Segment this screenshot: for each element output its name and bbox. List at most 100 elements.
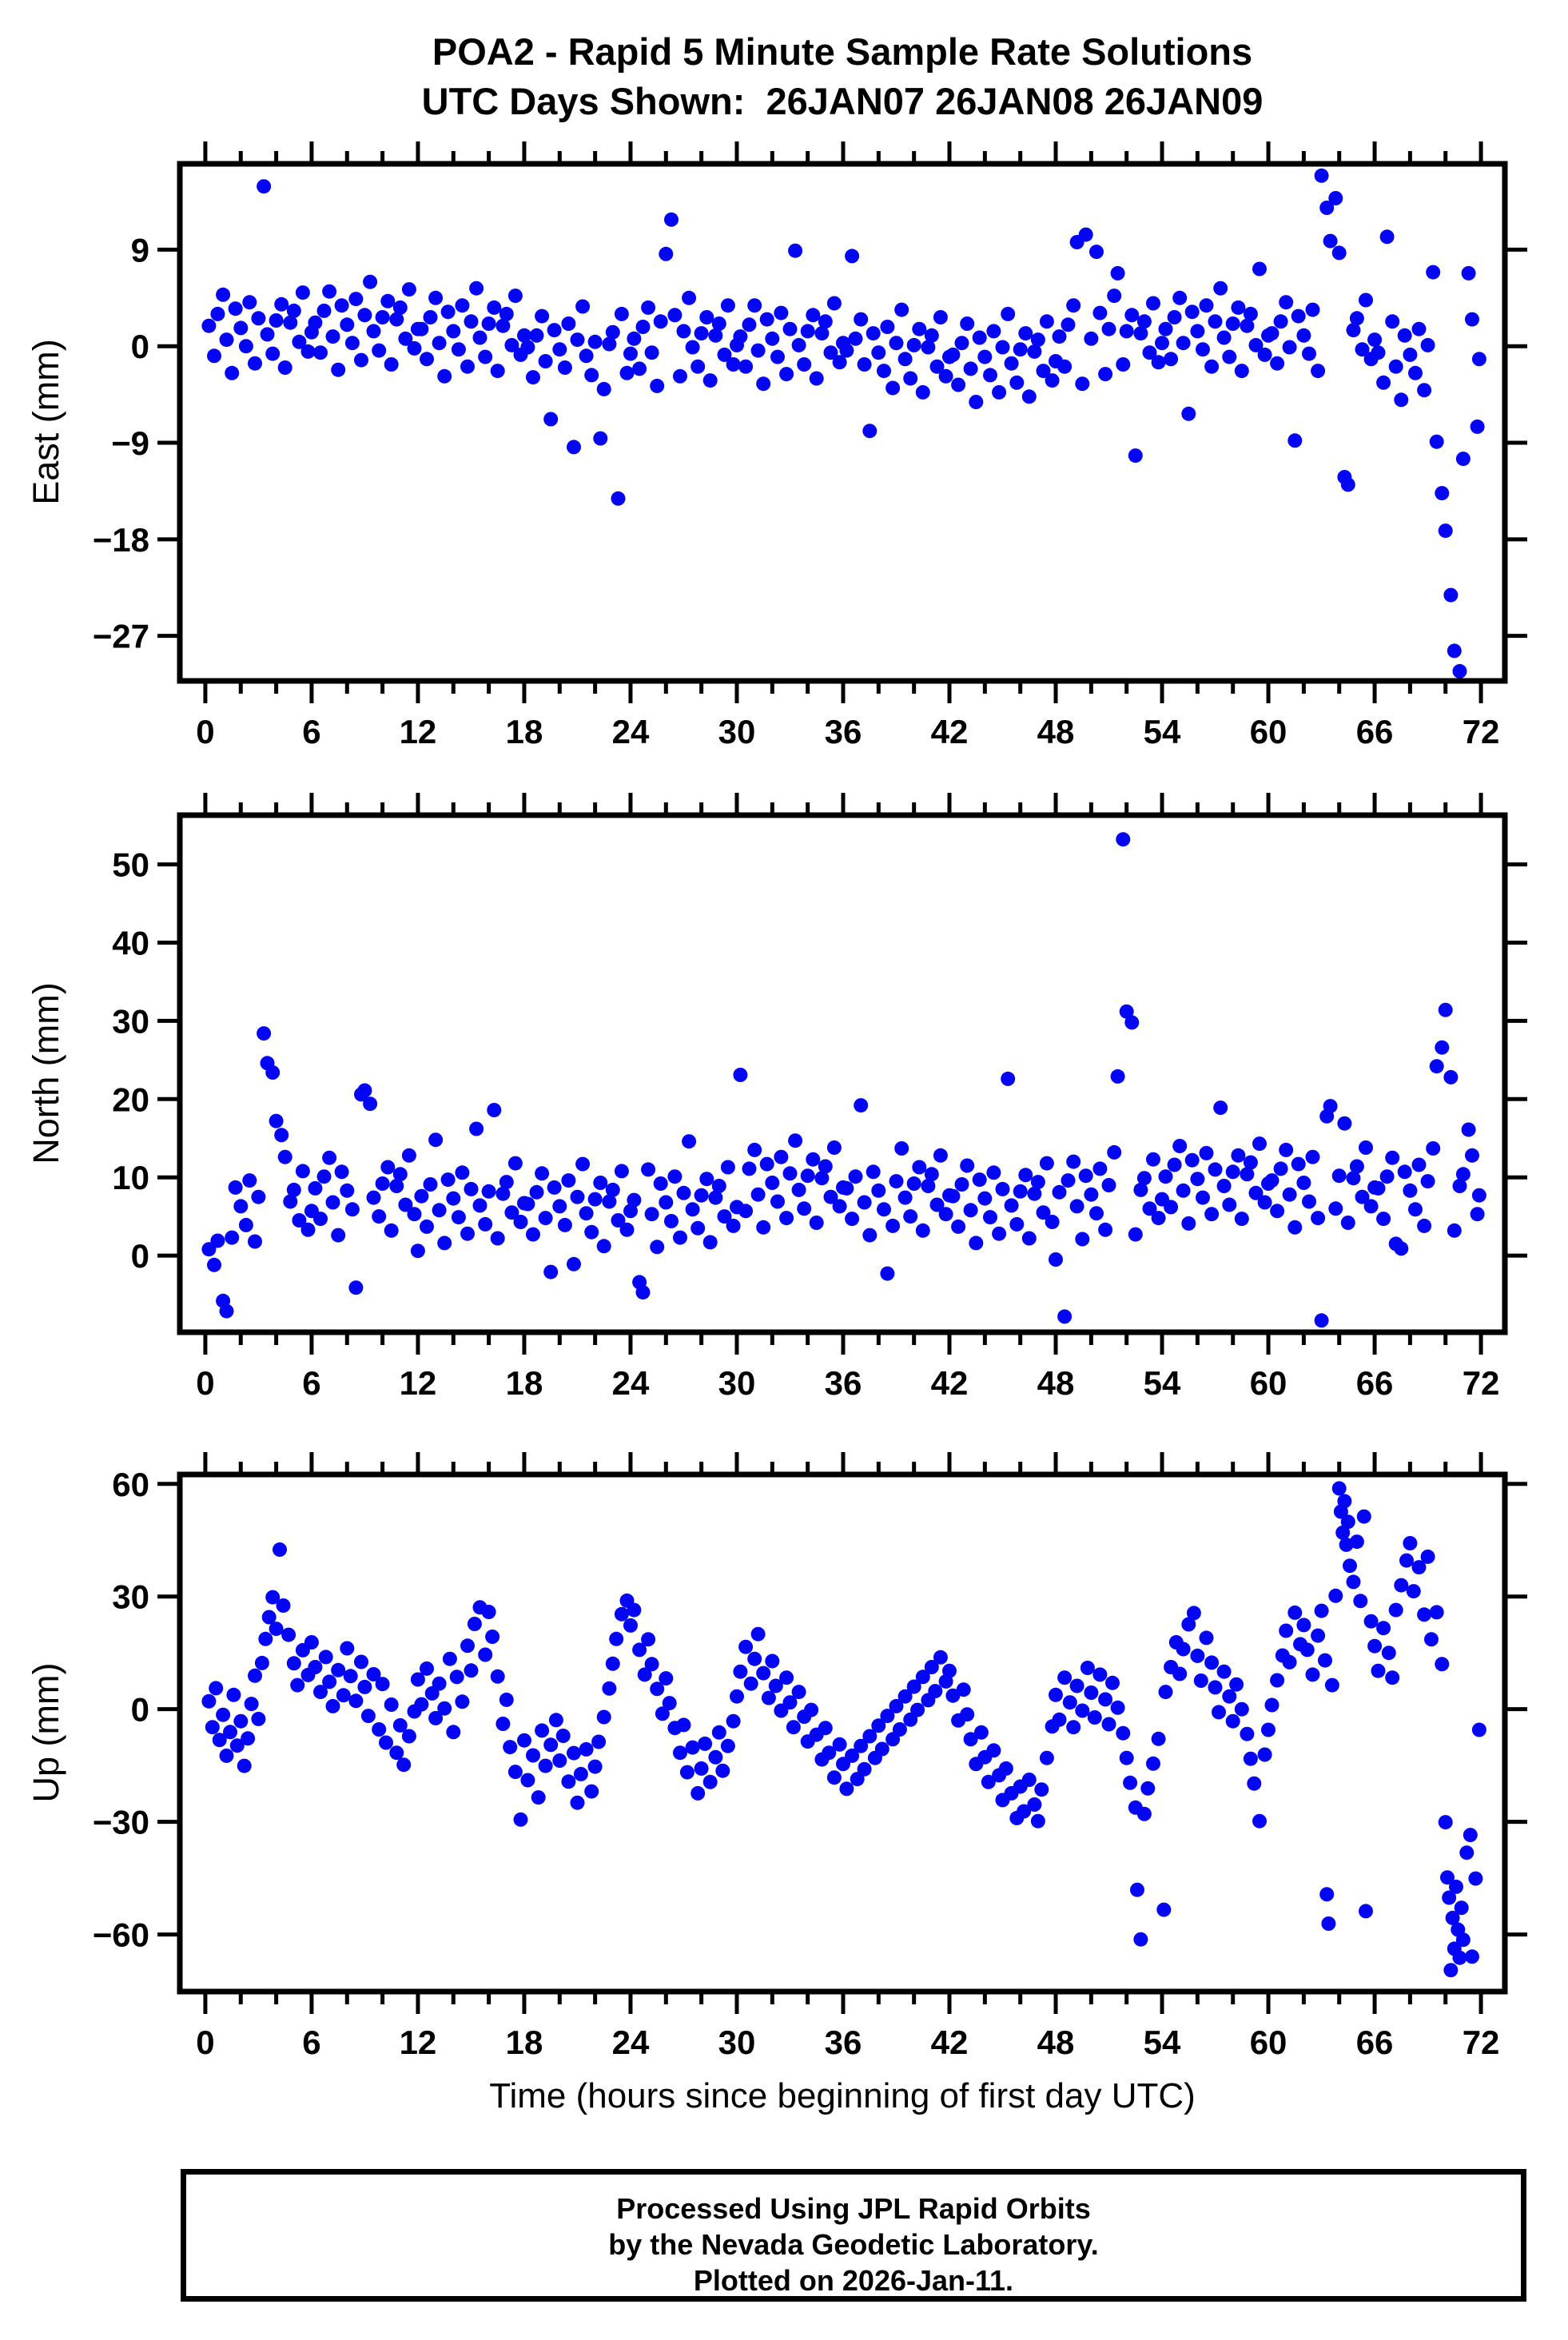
data-point — [344, 336, 360, 351]
data-point — [1017, 1804, 1032, 1819]
data-point — [344, 1202, 360, 1217]
data-point — [472, 1198, 488, 1213]
data-point — [1222, 1197, 1237, 1212]
data-point — [627, 1192, 642, 1208]
data-point — [1420, 1549, 1435, 1564]
data-point — [407, 1207, 422, 1222]
data-point — [451, 1210, 466, 1225]
data-point — [1204, 1207, 1220, 1222]
data-point — [229, 1738, 245, 1753]
data-point — [623, 1204, 638, 1219]
data-point — [788, 243, 803, 258]
data-point — [750, 1187, 766, 1202]
data-point — [318, 1650, 333, 1665]
data-point — [973, 1725, 989, 1740]
up-panel-group: 0 6 12 18 24 30 36 42 48 54 60 66 72 60 30 0 −30 −60 — [93, 1452, 1527, 2061]
data-point — [938, 368, 953, 384]
data-point — [1098, 1222, 1113, 1237]
data-point — [538, 1211, 553, 1226]
data-point — [499, 306, 514, 321]
data-point — [1172, 1666, 1188, 1681]
data-point — [894, 302, 909, 317]
x-tick-label: 42 — [931, 713, 969, 750]
data-point — [1337, 1116, 1352, 1131]
data-point — [1355, 1189, 1370, 1204]
data-point — [1208, 1162, 1223, 1177]
data-point — [924, 328, 939, 343]
data-point — [1057, 1309, 1073, 1324]
x-axis-title: Time (hours since beginning of first day… — [489, 2076, 1196, 2115]
data-point — [526, 1227, 540, 1242]
data-point — [1124, 1015, 1140, 1030]
data-point — [619, 1222, 635, 1237]
data-point — [396, 1757, 412, 1773]
data-point — [1105, 1675, 1120, 1690]
data-point — [1314, 168, 1329, 183]
data-point — [325, 1698, 340, 1713]
data-point — [650, 1240, 665, 1255]
data-point — [641, 300, 656, 315]
data-point — [1084, 1187, 1099, 1202]
data-point — [635, 1285, 651, 1300]
north-ticks — [157, 793, 1527, 1355]
data-point — [1346, 1574, 1361, 1590]
data-point — [428, 290, 444, 305]
data-point — [726, 357, 741, 372]
data-point — [1039, 1156, 1054, 1171]
data-point — [286, 1656, 301, 1671]
data-point — [960, 1707, 975, 1722]
data-point — [711, 316, 726, 331]
data-point — [331, 1662, 346, 1677]
data-point — [1252, 1813, 1267, 1829]
data-point — [756, 1665, 771, 1681]
data-point — [331, 362, 346, 377]
data-point — [1128, 1227, 1143, 1242]
data-point — [1287, 1605, 1303, 1620]
x-tick-label: 12 — [400, 713, 437, 750]
data-point — [759, 1156, 774, 1172]
data-point — [210, 306, 225, 321]
data-point — [1403, 1536, 1418, 1550]
data-point — [1349, 1159, 1364, 1174]
data-point — [800, 1168, 815, 1184]
data-point — [1001, 306, 1016, 321]
data-point — [605, 1656, 620, 1671]
credit-box: Processed Using JPL Rapid Orbits by the … — [181, 2169, 1526, 2302]
data-point — [690, 1220, 706, 1236]
data-point — [1049, 1687, 1063, 1702]
data-point — [334, 298, 349, 313]
data-point — [384, 357, 399, 372]
data-point — [526, 370, 540, 385]
data-point — [933, 1148, 948, 1163]
data-point — [552, 1753, 567, 1768]
x-tick-label: 6 — [302, 2024, 320, 2061]
data-point — [499, 1692, 514, 1707]
data-point — [1066, 1720, 1081, 1735]
data-point — [584, 368, 599, 383]
y-tick-label: −30 — [93, 1804, 149, 1841]
data-point — [1399, 1553, 1414, 1568]
data-point — [1151, 1211, 1166, 1226]
x-tick-label: 18 — [506, 1364, 543, 1402]
data-point — [384, 1223, 399, 1238]
data-point — [1411, 1157, 1427, 1172]
data-point — [806, 308, 821, 323]
data-point — [708, 1749, 723, 1765]
data-point — [552, 342, 567, 357]
data-point — [854, 1098, 869, 1113]
data-point — [951, 1219, 966, 1234]
data-point — [414, 1697, 429, 1712]
data-point — [602, 336, 617, 352]
data-point — [1004, 356, 1019, 371]
data-point — [547, 323, 562, 338]
data-point — [313, 1685, 328, 1700]
east-data-points — [201, 168, 1486, 679]
data-point — [274, 1128, 289, 1143]
data-point — [682, 290, 697, 305]
data-point — [1216, 1179, 1232, 1193]
data-point — [1078, 1168, 1093, 1184]
data-point — [1208, 1680, 1223, 1695]
data-point — [1324, 1677, 1339, 1693]
data-point — [1287, 433, 1303, 448]
data-point — [348, 292, 364, 307]
